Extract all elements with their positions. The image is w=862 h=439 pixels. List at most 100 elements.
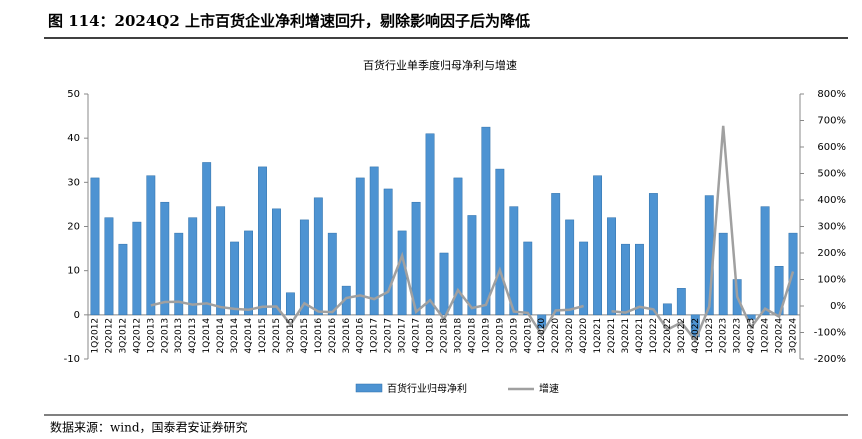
x-tick-label: 4Q2012 [132, 318, 142, 354]
x-tick-label: 2Q2016 [328, 318, 338, 354]
y2-tick-label: 200% [817, 248, 846, 259]
x-tick-label: 2Q2013 [160, 318, 170, 354]
bar [285, 292, 295, 316]
x-tick-label: 1Q2018 [426, 318, 436, 354]
bar [495, 168, 505, 316]
x-tick-label: 4Q2022 [691, 318, 701, 354]
bar [453, 177, 463, 316]
x-tick-label: 4Q2017 [412, 318, 422, 354]
y2-tick-label: 800% [817, 89, 846, 100]
x-tick-label: 3Q2013 [174, 318, 184, 354]
bar [509, 206, 519, 316]
bar [132, 221, 142, 316]
x-tick-label: 3Q2015 [286, 318, 296, 354]
x-tick-label: 3Q2014 [230, 318, 240, 354]
x-tick-label: 1Q2024 [761, 318, 771, 354]
bar [160, 201, 170, 316]
bar [718, 232, 728, 316]
bar [174, 232, 184, 316]
x-tick-label: 3Q2023 [733, 318, 743, 354]
y2-tick-label: -200% [814, 354, 846, 365]
x-tick-label: 4Q2013 [188, 318, 198, 354]
bar [648, 193, 658, 316]
x-tick-label: 4Q2016 [356, 318, 366, 354]
bar [760, 206, 770, 316]
x-tick-label: 2Q2014 [216, 318, 226, 354]
y-tick-label: 10 [67, 266, 80, 277]
x-tick-label: 3Q2022 [677, 318, 687, 354]
x-tick-label: 1Q2016 [314, 318, 324, 354]
y-tick-label: 20 [67, 222, 80, 233]
x-tick-label: 4Q2020 [579, 318, 589, 354]
y2-tick-label: 100% [817, 275, 846, 286]
x-tick-label: 4Q2023 [747, 318, 757, 354]
bar [258, 166, 267, 316]
y-tick-label: 30 [67, 177, 80, 188]
bar [635, 243, 644, 316]
y2-tick-label: 500% [817, 169, 846, 180]
bar [523, 241, 533, 316]
x-tick-label: 1Q2023 [705, 318, 715, 354]
x-tick-label: 1Q2022 [649, 318, 659, 354]
bar [565, 219, 575, 316]
bar [425, 133, 435, 316]
x-tick-label: 2Q2015 [272, 318, 282, 354]
x-tick-label: 3Q2018 [453, 318, 463, 354]
x-tick-label: 2Q2012 [104, 318, 114, 354]
x-tick-label: 4Q2018 [467, 318, 477, 354]
x-tick-label: 4Q2021 [635, 318, 645, 354]
y-tick-label: -10 [64, 354, 80, 365]
bar [104, 217, 114, 316]
bar [662, 303, 672, 316]
x-tick-label: 1Q2013 [146, 318, 156, 354]
bar [216, 206, 226, 316]
bar [467, 215, 477, 316]
x-tick-label: 2Q2020 [551, 318, 561, 354]
bar [369, 166, 379, 316]
bar [481, 126, 491, 316]
x-tick-label: 4Q2019 [523, 318, 533, 354]
bar [90, 177, 100, 316]
x-tick-label: 1Q2020 [537, 318, 547, 354]
bar [118, 243, 128, 316]
x-tick-label: 3Q2016 [342, 318, 352, 354]
y2-tick-label: 700% [817, 116, 846, 127]
x-tick-label: 3Q2012 [118, 318, 128, 354]
x-tick-label: 2Q2019 [495, 318, 505, 354]
y2-tick-label: 600% [817, 142, 846, 153]
bar [341, 285, 351, 316]
bar [230, 241, 240, 316]
y-tick-label: 50 [67, 89, 80, 100]
bar [383, 188, 393, 316]
y2-tick-label: -100% [814, 328, 846, 339]
x-tick-label: 3Q2021 [621, 318, 631, 354]
bar [299, 219, 309, 316]
bar [439, 252, 449, 316]
x-tick-label: 3Q2019 [509, 318, 519, 354]
legend-label: 增速 [539, 382, 559, 395]
bar [202, 162, 212, 316]
chart-title: 百货行业单季度归母净利与增速 [363, 58, 517, 72]
bar [355, 177, 365, 316]
x-tick-label: 2Q2018 [440, 318, 450, 354]
y2-tick-label: 300% [817, 222, 846, 233]
x-tick-label: 1Q2012 [90, 318, 100, 354]
bar [579, 241, 589, 316]
x-tick-label: 1Q2017 [370, 318, 380, 354]
x-tick-label: 1Q2021 [593, 318, 603, 354]
x-tick-label: 4Q2014 [244, 318, 254, 354]
bar [411, 201, 421, 316]
x-tick-label: 3Q2017 [398, 318, 408, 354]
source: 数据来源：wind，国泰君安证券研究 [50, 420, 248, 435]
bar [327, 232, 337, 316]
x-tick-label: 3Q2020 [565, 318, 575, 354]
bar [397, 230, 407, 316]
bar [188, 217, 198, 316]
page-title: 图 114：2024Q2 上市百货企业净利增速回升，剔除影响因子后为降低 [48, 12, 530, 30]
x-tick-label: 1Q2019 [481, 318, 491, 354]
bar [607, 217, 616, 316]
bar [146, 175, 156, 316]
y-tick-label: 40 [67, 133, 80, 144]
